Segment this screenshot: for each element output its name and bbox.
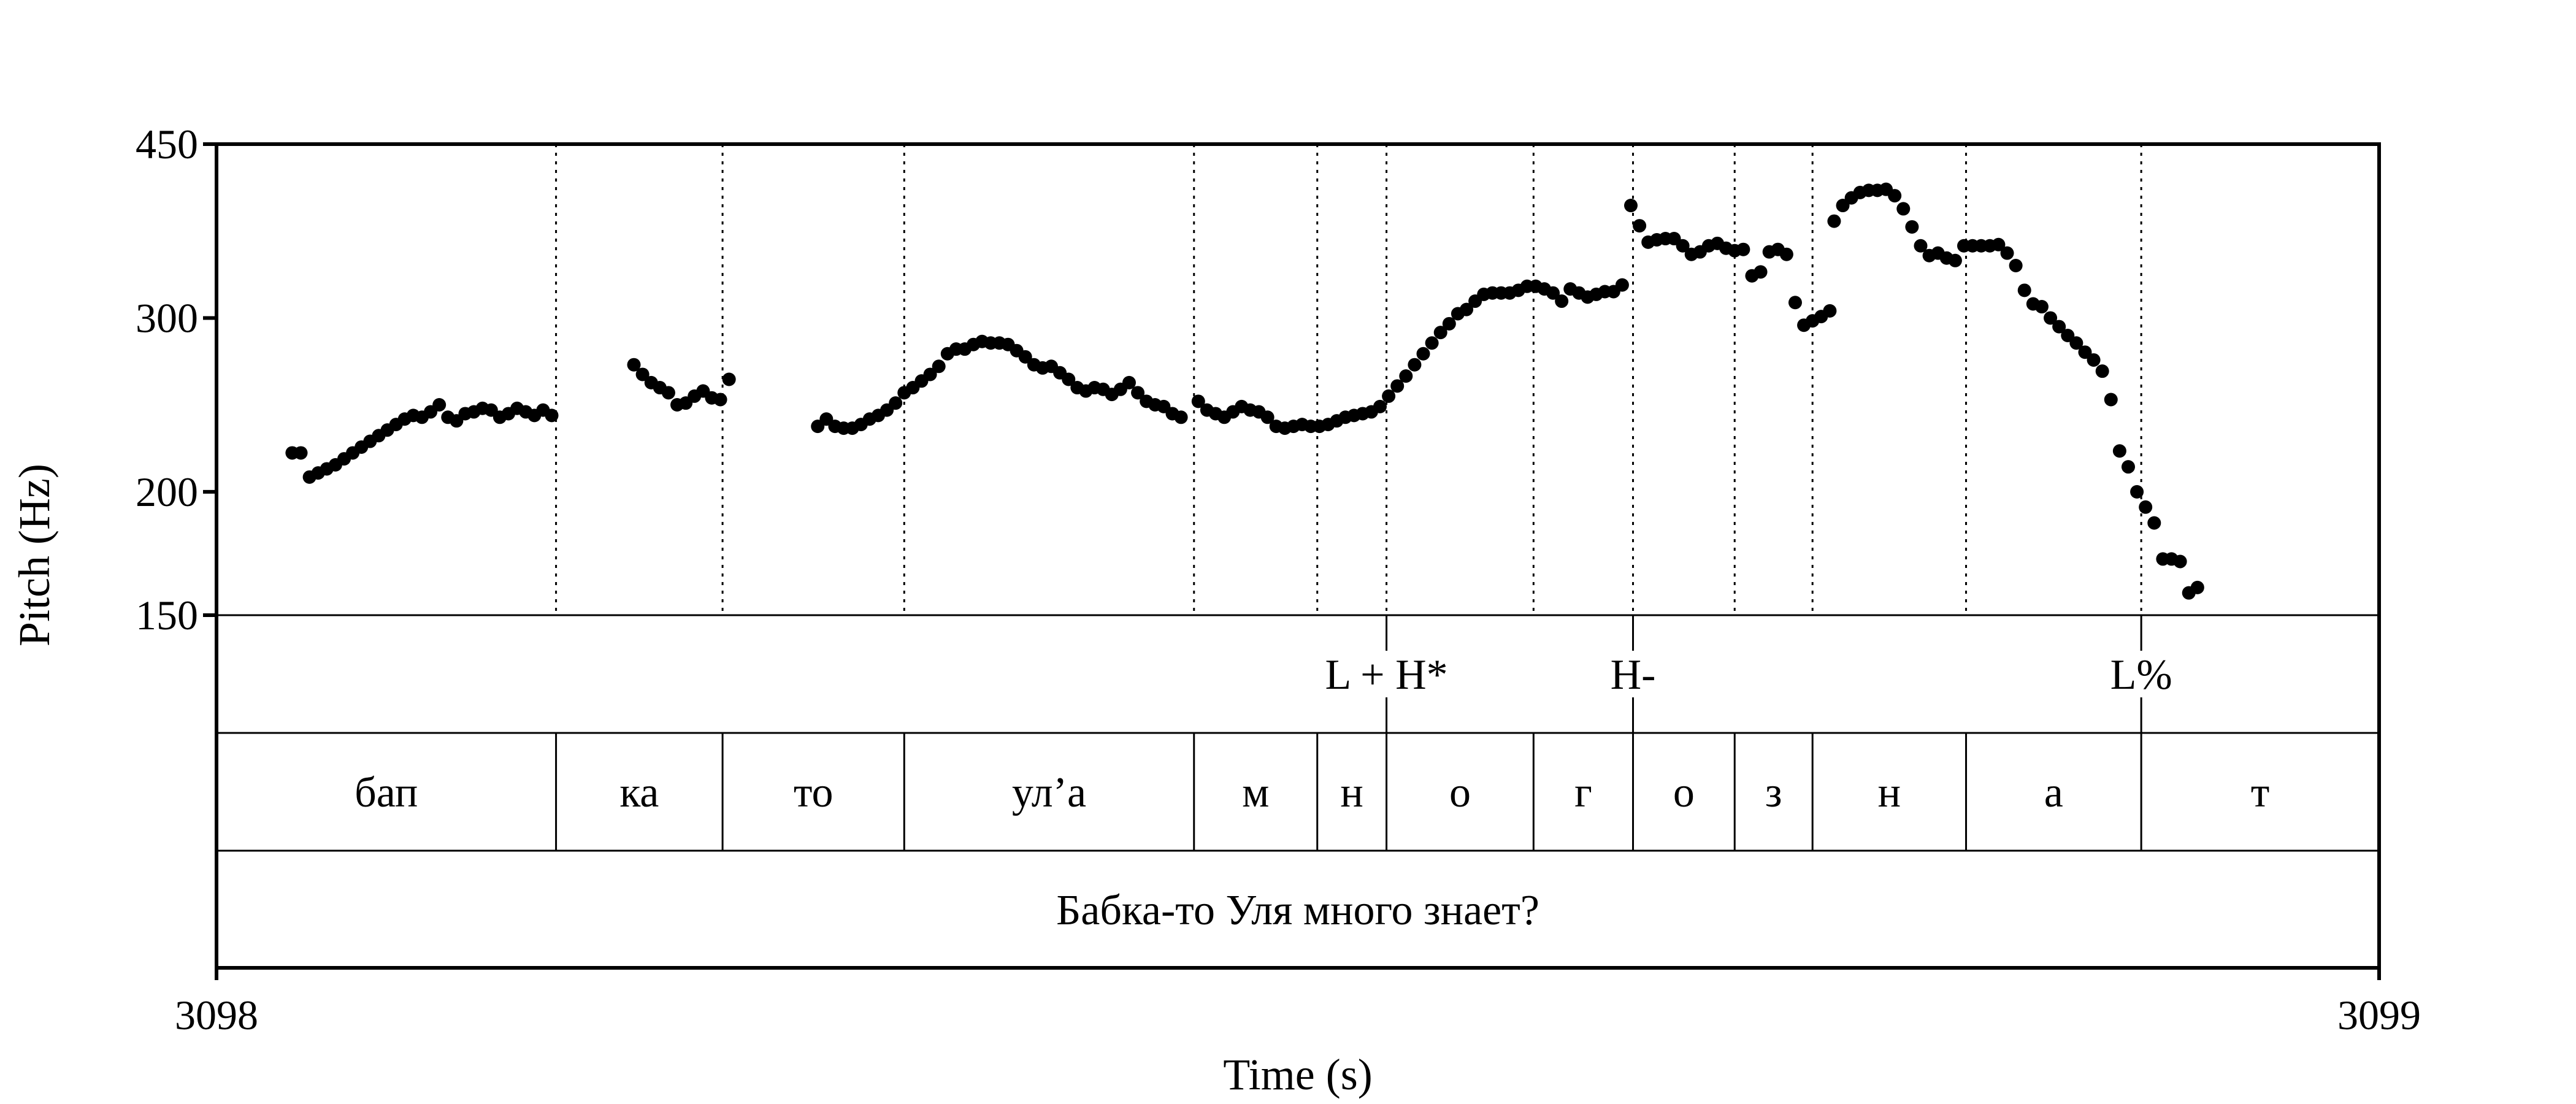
pitch-point	[2104, 393, 2118, 407]
segment-label: н	[1878, 769, 1901, 816]
pitch-point	[932, 359, 946, 374]
pitch-point	[2112, 444, 2126, 458]
annotation-tiers: L + H* H- L% бап ка то ул’а м н о г о з н а т Бабка-то У…	[355, 615, 2269, 934]
plot-frame	[215, 142, 2381, 970]
segment-label: о	[1449, 769, 1471, 816]
y-tick-label: 150	[136, 592, 198, 638]
pitch-point	[1836, 199, 1850, 213]
segment-label: г	[1574, 769, 1592, 816]
pitch-point	[1991, 237, 2006, 251]
pitch-point	[1754, 265, 1768, 279]
pitch-point	[1888, 189, 1902, 203]
pitch-point	[1823, 304, 1837, 318]
pitch-point	[1131, 386, 1145, 400]
pitch-point	[1736, 242, 1750, 256]
segment-label: н	[1340, 769, 1363, 816]
pitch-point	[923, 367, 937, 381]
pitch-point	[2095, 364, 2109, 378]
pitch-point	[2017, 283, 2031, 297]
pitch-point	[2121, 460, 2135, 474]
pitch-point	[1788, 296, 1802, 310]
pitch-point	[2044, 311, 2058, 325]
pitch-point	[2087, 353, 2101, 367]
pitch-point	[2078, 345, 2092, 359]
x-tick-label-end: 3099	[2337, 992, 2421, 1038]
pitch-point	[1062, 372, 1076, 386]
pitch-point	[2190, 580, 2204, 594]
pitch-point	[1555, 294, 1569, 309]
segment-label: о	[1673, 769, 1695, 816]
pitch-point	[2173, 554, 2187, 569]
pitch-point	[713, 393, 727, 407]
pitch-point	[1905, 220, 1919, 234]
pitch-point	[1896, 202, 1911, 216]
pitch-point	[661, 386, 675, 400]
pitch-point	[1914, 239, 1928, 253]
pitch-point	[1390, 379, 1405, 393]
segment-label: то	[794, 769, 834, 816]
pitch-point	[1191, 394, 1205, 408]
pitch-point	[627, 358, 641, 372]
y-tick-label: 450	[136, 121, 198, 167]
pitch-point	[1260, 410, 1275, 424]
pitch-point	[1416, 347, 1430, 361]
tone-label: L%	[2110, 651, 2172, 699]
pitch-point	[2009, 259, 2023, 273]
pitch-point	[1442, 316, 1456, 331]
tone-label: H-	[1611, 651, 1656, 699]
pitch-point	[545, 408, 559, 423]
segment-label: з	[1765, 769, 1782, 816]
pitch-point	[1122, 375, 1136, 389]
x-tick-label-start: 3098	[175, 992, 258, 1038]
pitch-points	[285, 182, 2204, 600]
pitch-point	[2034, 300, 2049, 314]
segment-label: ул’а	[1012, 769, 1086, 816]
x-axis-title: Time (s)	[1223, 1050, 1372, 1099]
pitch-point	[2147, 516, 2161, 530]
pitch-point	[1827, 214, 1841, 228]
pitch-point	[1018, 350, 1032, 364]
pitch-point	[1408, 358, 1422, 372]
pitch-point	[2000, 246, 2014, 260]
pitch-point	[1382, 389, 1396, 403]
tone-label: L + H*	[1325, 651, 1447, 699]
y-tick-label: 300	[136, 294, 198, 341]
y-axis-title: Pitch (Hz)	[10, 464, 59, 646]
pitch-point	[635, 367, 650, 381]
pitch-point	[1399, 369, 1413, 383]
pitch-point	[722, 372, 736, 386]
pitch-point	[2052, 320, 2066, 334]
segment-label: бап	[355, 769, 418, 816]
pitch-point	[1460, 302, 1474, 316]
pitch-point	[1948, 253, 1962, 267]
pitch-point	[294, 446, 308, 460]
pitch-point	[1174, 410, 1188, 424]
pitch-point	[2069, 336, 2083, 350]
segment-label: а	[2044, 769, 2063, 816]
pitch-point	[1633, 219, 1647, 233]
pitch-point	[1615, 278, 1629, 292]
pitch-point	[2139, 500, 2153, 514]
segment-label: м	[1242, 769, 1269, 816]
segment-label: т	[2251, 769, 2270, 816]
pitch-point	[1676, 239, 1690, 253]
pitch-point	[1425, 336, 1439, 350]
sentence-label: Бабка-то Уля много знает?	[1056, 887, 1539, 934]
boundary-lines	[555, 144, 2142, 615]
y-axis-ticks: 450 300 200 150	[136, 121, 217, 638]
pitch-point	[2130, 485, 2144, 499]
pitch-point	[432, 398, 447, 412]
pitch-point	[1624, 199, 1638, 213]
pitch-point	[1546, 286, 1560, 300]
pitch-point	[1373, 399, 1387, 413]
segment-label: ка	[619, 769, 659, 816]
pitch-point	[889, 396, 903, 410]
pitch-point	[1779, 247, 1793, 261]
pitch-point	[1433, 326, 1447, 340]
y-tick-label: 200	[136, 469, 198, 515]
